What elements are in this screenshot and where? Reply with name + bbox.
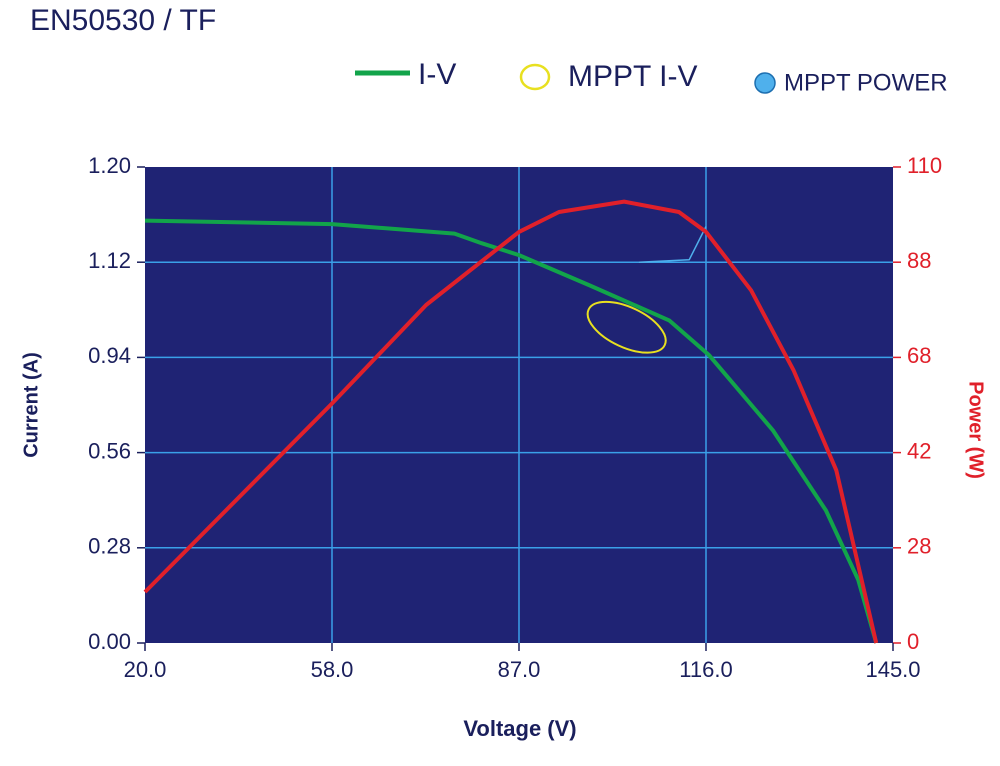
series-line <box>144 218 879 644</box>
legend-label: MPPT POWER <box>784 69 948 96</box>
y2-axis-label: Power (W) <box>965 381 987 479</box>
y-tick-label: 0.28 <box>88 534 131 559</box>
y2-tick-label: 88 <box>907 248 931 273</box>
y2-tick-label: 68 <box>907 343 931 368</box>
grid <box>137 166 901 651</box>
chart-title: EN50530 / TF <box>30 4 216 37</box>
x-tick-label: 20.0 <box>124 657 167 682</box>
y-tick-label: 0.56 <box>88 438 131 463</box>
x-tick-label: 87.0 <box>498 657 541 682</box>
y2-tick-label: 110 <box>907 153 942 178</box>
mppt-marker <box>586 300 667 354</box>
series-line <box>143 199 879 644</box>
x-tick-label: 145.0 <box>865 657 920 682</box>
y-tick-label: 1.20 <box>88 153 131 178</box>
x-tick-label: 58.0 <box>311 657 354 682</box>
legend-swatch <box>519 63 551 91</box>
y2-tick-label: 28 <box>907 534 931 559</box>
legend: I-V MPPT I-V MPPT POWER <box>355 58 948 96</box>
series-line <box>638 226 707 263</box>
x-axis-label: Voltage (V) <box>463 716 576 741</box>
y-tick-label: 1.12 <box>88 248 131 273</box>
marks <box>143 199 879 644</box>
legend-label: MPPT I-V <box>568 60 697 93</box>
y-tick-label: 0.00 <box>88 629 131 654</box>
legend-label: I-V <box>418 58 456 91</box>
y2-tick-label: 42 <box>907 438 931 463</box>
y-tick-label: 0.94 <box>88 343 131 368</box>
y-axis-label: Current (A) <box>20 352 42 458</box>
y2-tick-label: 0 <box>907 629 919 654</box>
x-tick-label: 116.0 <box>679 657 732 682</box>
legend-swatch <box>754 72 776 94</box>
